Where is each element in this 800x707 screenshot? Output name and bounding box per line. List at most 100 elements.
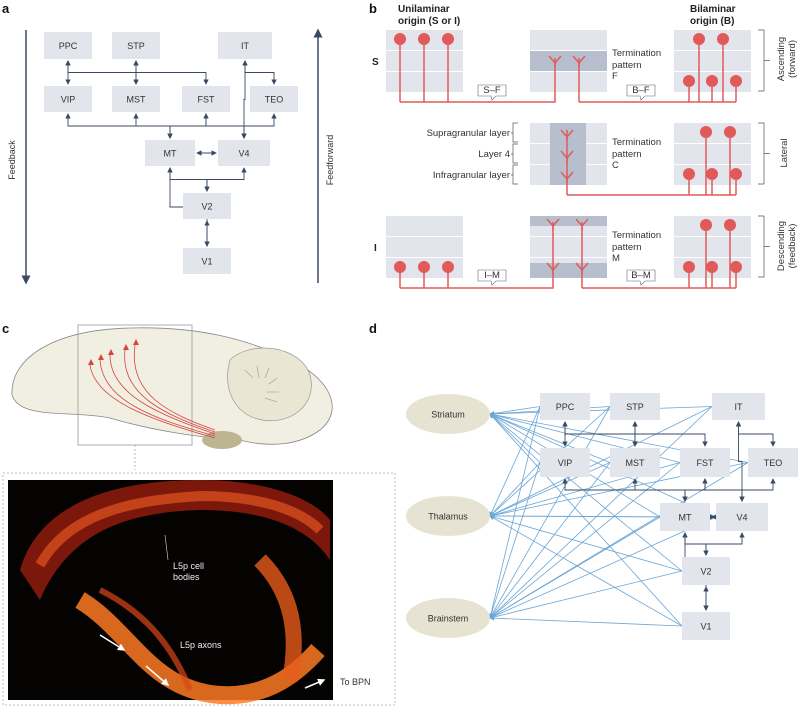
- tag-b-f: B–F: [632, 85, 650, 96]
- panel-b-letter: b: [369, 1, 377, 16]
- a-connection-fst-mt: [167, 113, 209, 139]
- d-connection-mt-v2: [682, 532, 709, 556]
- a-area-v4: V4: [218, 140, 270, 166]
- termination-m-2: pattern: [612, 242, 642, 253]
- layer-bracket: [511, 164, 518, 185]
- unilaminar-label-1: Unilaminar: [398, 4, 450, 15]
- a-area-mst: MST: [112, 86, 160, 112]
- area-label: V2: [700, 567, 711, 577]
- projection-v2-1: [489, 514, 683, 572]
- termination-f-2: pattern: [612, 60, 642, 71]
- a-area-v1: V1: [183, 248, 231, 274]
- d-area-v4: V4: [716, 503, 768, 531]
- bracket: [758, 215, 770, 278]
- a-connection-mt-v2: [167, 167, 210, 192]
- axon-terminal: [575, 218, 589, 230]
- a-connection-it-teo: [242, 60, 277, 85]
- termination-f-3: F: [612, 71, 618, 82]
- a-connection-ppc-mst: [65, 60, 139, 85]
- projection-mt-2: [489, 516, 661, 619]
- area-label: PPC: [59, 41, 78, 51]
- termination-c-3: C: [612, 160, 619, 171]
- panel-c: c L5p cell: [2, 321, 396, 706]
- axon-terminal: [546, 262, 560, 274]
- termination-m-1: Termination: [612, 230, 661, 241]
- pathway-tag: [477, 84, 507, 101]
- b-m-axon: [581, 222, 736, 289]
- projection-vip-0: [489, 413, 541, 463]
- a-area-mt: MT: [145, 140, 195, 166]
- d-connection-stp-fst: [632, 421, 708, 447]
- area-label: MST: [626, 458, 646, 468]
- area-label: FST: [697, 458, 715, 468]
- d-connection-v4-v2: [703, 532, 745, 556]
- nucleus-striatum: Striatum: [406, 394, 490, 434]
- s-f-axon: [400, 58, 556, 103]
- projection-v2-2: [489, 570, 683, 620]
- pathway-tag: [477, 269, 507, 286]
- area-label: PPC: [556, 402, 575, 412]
- bracket: [758, 29, 770, 92]
- d-area-stp: STP: [610, 393, 660, 420]
- area-label: V2: [201, 202, 212, 212]
- nucleus-label: Brainstem: [428, 614, 469, 624]
- a-connection-teo-v4: [241, 113, 277, 139]
- axon-terminal: [548, 55, 562, 67]
- bilaminar-label-2: origin (B): [690, 16, 734, 27]
- axon-terminal: [572, 55, 586, 67]
- projection-it-0: [489, 406, 713, 417]
- termination-c-2: pattern: [612, 149, 642, 160]
- area-label: MST: [127, 95, 147, 105]
- panel-d: d PPC STP IT VIP MST FST TEO MT V4 V2 V1 Striatum Th…: [369, 321, 798, 640]
- area-label: VIP: [558, 458, 573, 468]
- row-s-label: S: [372, 57, 379, 68]
- d-connection-it-teo: [735, 421, 776, 447]
- a-connection-v4-v2: [204, 167, 247, 192]
- tag-s-f: S–F: [483, 85, 501, 96]
- a-area-v2: V2: [183, 193, 231, 219]
- area-label: TEO: [764, 458, 783, 468]
- panel-d-letter: d: [369, 321, 377, 336]
- axon-terminal: [546, 218, 560, 230]
- bracket: [758, 122, 770, 185]
- termination-m-3: M: [612, 253, 620, 264]
- d-area-vip: VIP: [540, 448, 590, 477]
- ascending-sub-label: (forward): [787, 40, 798, 78]
- projection-ppc-0: [489, 406, 541, 416]
- a-area-it: IT: [218, 32, 272, 59]
- target-f-column: [530, 30, 607, 92]
- a-area-teo: TEO: [250, 86, 298, 112]
- layer-bracket: [511, 143, 518, 164]
- layer-bracket: [511, 122, 518, 143]
- d-connection-mst-mt: [632, 478, 688, 502]
- a-area-stp: STP: [112, 32, 160, 59]
- projection-vip-2: [488, 462, 541, 619]
- mouse-brain-sketch: [11, 324, 333, 470]
- target-m-column: [530, 216, 607, 278]
- infragranular-layer-label: Infragranular layer: [433, 170, 510, 181]
- bilaminar-label-1: Bilaminar: [690, 4, 736, 15]
- d-area-it: IT: [712, 393, 765, 420]
- area-label: STP: [626, 402, 644, 412]
- i-m-axon: [400, 222, 554, 289]
- arrow-3: [304, 678, 326, 689]
- a-connection-mst-mt: [133, 113, 173, 139]
- supragranular-layer-label: Supragranular layer: [427, 128, 510, 139]
- panel-b: b Unilaminar origin (S or I) Bilaminar o…: [369, 1, 798, 289]
- projection-v2-0: [489, 413, 683, 572]
- area-label: TEO: [265, 95, 284, 105]
- pathway-tag: [626, 84, 656, 101]
- axon-terminal: [560, 150, 574, 162]
- a-connection-stp-fst: [133, 60, 209, 85]
- row-i-label: I: [374, 243, 377, 254]
- a-area-fst: FST: [182, 86, 230, 112]
- l5p-axons-label: L5p axons: [180, 640, 222, 650]
- d-area-teo: TEO: [748, 448, 798, 477]
- nucleus-thalamus: Thalamus: [406, 496, 490, 536]
- lateral-label: Lateral: [779, 138, 790, 167]
- termination-f-1: Termination: [612, 48, 661, 59]
- panel-a: a Feedback Feedforward PPC STP IT VIP MST FST…: [2, 1, 335, 285]
- area-label: V4: [238, 149, 249, 159]
- area-label: MT: [679, 513, 692, 523]
